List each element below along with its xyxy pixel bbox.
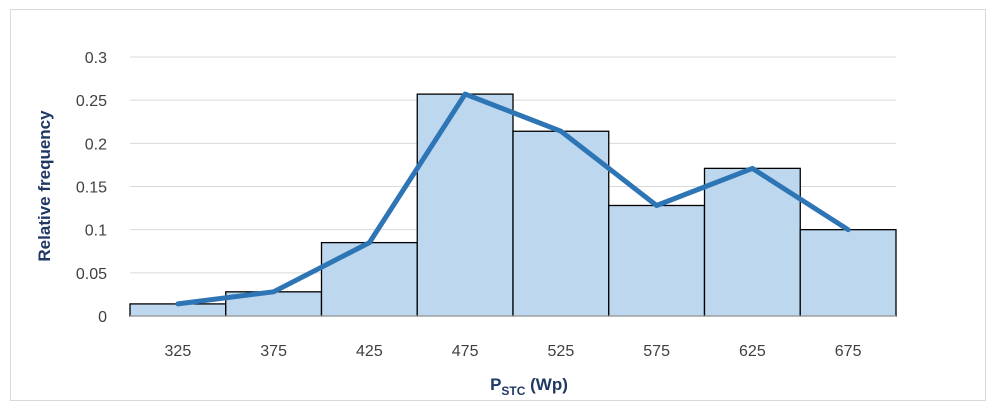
- frequency-line: [175, 91, 851, 307]
- y-tick-label: 0.15: [76, 180, 107, 197]
- y-tick-label: 0.3: [85, 50, 107, 67]
- x-tick-labels: 325 375 425 475 525 575 625 675: [165, 343, 862, 360]
- y-axis-title: Relative frequency: [35, 110, 54, 262]
- x-tick-label: 625: [739, 343, 766, 360]
- y-tick-label: 0.05: [76, 266, 107, 283]
- y-tick-label: 0.1: [85, 223, 107, 240]
- y-tick-label: 0: [98, 309, 107, 326]
- x-tick-label: 525: [548, 343, 575, 360]
- x-tick-label: 575: [643, 343, 670, 360]
- x-axis-title-main: P: [490, 375, 501, 394]
- y-tick-label: 0.25: [76, 93, 107, 110]
- histogram-bar: [320, 241, 418, 317]
- y-tick-labels: 0 0.05 0.1 0.15 0.2 0.25 0.3: [76, 50, 107, 326]
- x-tick-label: 325: [165, 343, 192, 360]
- x-tick-label: 475: [452, 343, 479, 360]
- x-axis-title-subscript: STC: [501, 384, 525, 398]
- bars: [129, 93, 897, 317]
- histogram-bar: [608, 204, 706, 317]
- x-tick-label: 675: [835, 343, 862, 360]
- x-axis-title-suffix: (Wp): [525, 375, 567, 394]
- x-tick-label: 375: [260, 343, 287, 360]
- histogram-bar: [799, 229, 897, 317]
- x-axis-title: PSTC (Wp): [490, 375, 568, 398]
- y-tick-label: 0.2: [85, 136, 107, 153]
- frequency-polygon: [175, 91, 851, 307]
- x-tick-label: 425: [356, 343, 383, 360]
- histogram-bar: [416, 93, 514, 317]
